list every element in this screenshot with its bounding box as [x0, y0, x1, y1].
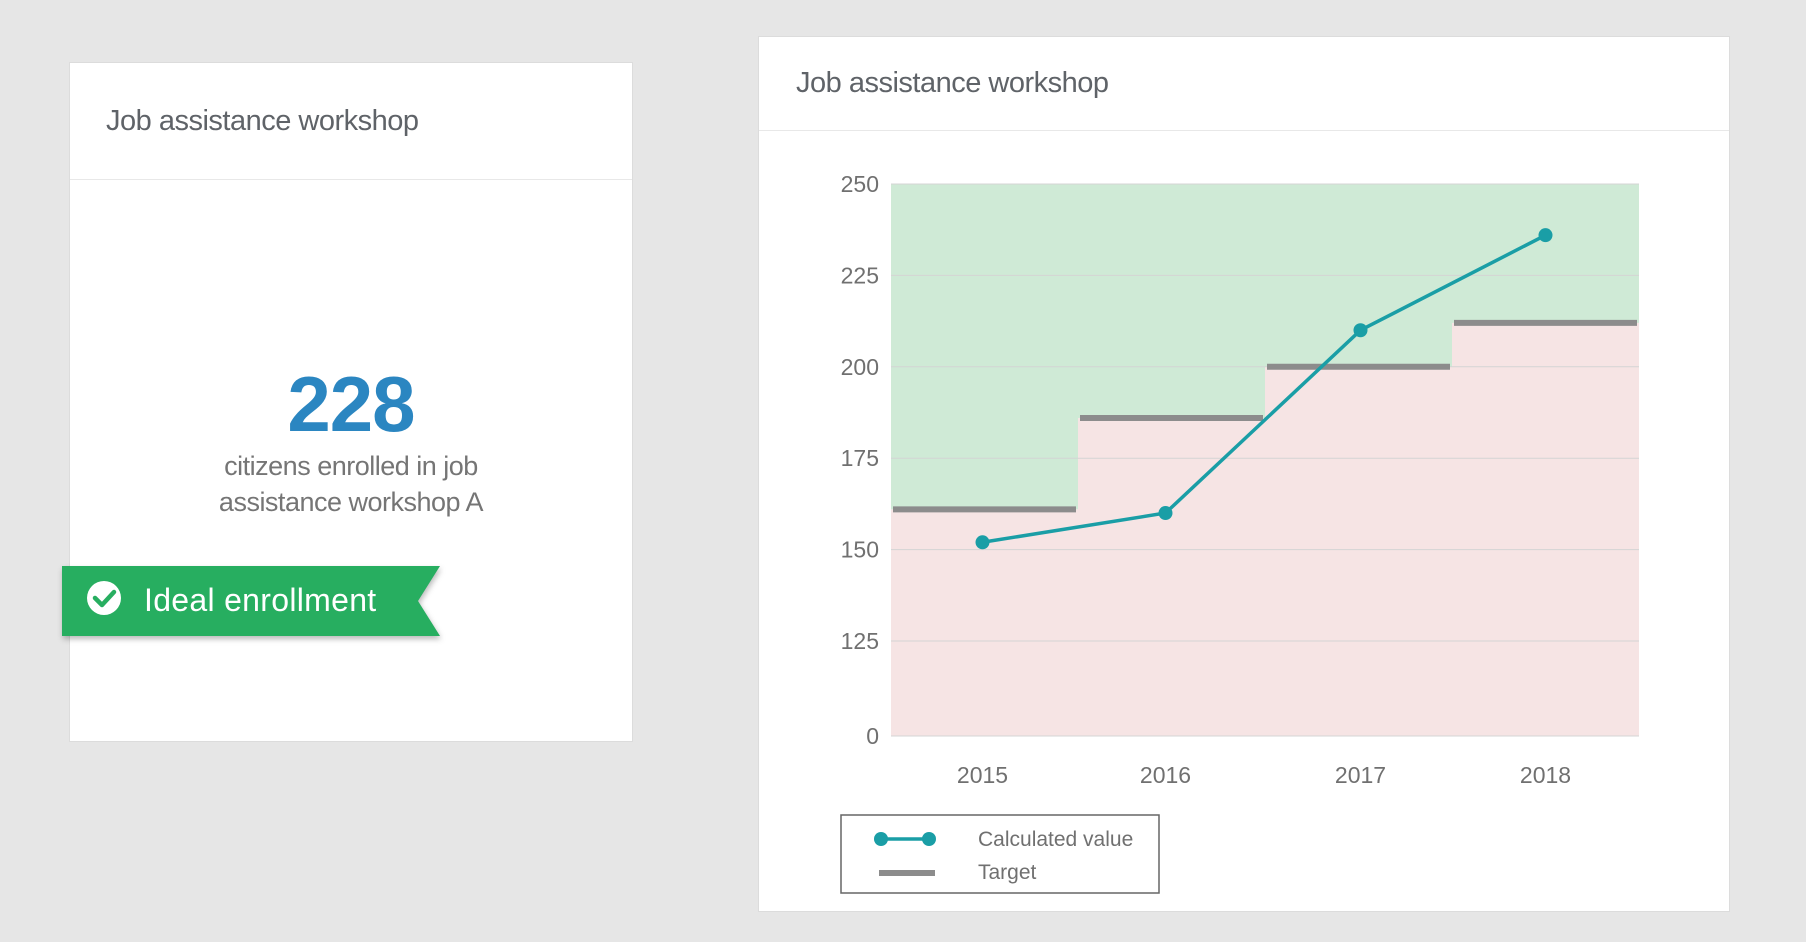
above-target-band — [1452, 184, 1639, 323]
legend-calculated-dot — [922, 832, 936, 846]
chart-card-title: Job assistance workshop — [759, 37, 1729, 131]
x-tick-label: 2016 — [1140, 762, 1191, 788]
legend-label: Calculated value — [978, 828, 1133, 851]
status-label: Ideal enrollment — [144, 582, 377, 618]
calculated-value-point — [1538, 228, 1553, 243]
status-ribbon — [62, 566, 440, 636]
x-tick-label: 2017 — [1335, 762, 1386, 788]
legend-label: Target — [978, 861, 1037, 884]
kpi-card-title: Job assistance workshop — [70, 63, 632, 180]
calculated-value-point — [1158, 506, 1173, 521]
below-target-band — [1452, 322, 1639, 736]
legend-calculated-dot — [874, 832, 888, 846]
calculated-value-point — [975, 535, 990, 550]
below-target-band — [1078, 417, 1265, 736]
above-target-band — [1078, 184, 1265, 418]
check-circle-icon — [87, 581, 121, 615]
above-target-band — [891, 184, 1078, 510]
y-tick-label: 225 — [841, 262, 879, 288]
calculated-value-point — [1353, 323, 1368, 338]
y-tick-label: 0 — [866, 723, 879, 749]
kpi-card: Job assistance workshop 228 citizens enr… — [69, 62, 633, 742]
y-tick-label: 175 — [841, 445, 879, 471]
y-tick-label: 200 — [841, 354, 879, 380]
kpi-value: 228 — [287, 360, 415, 448]
enrollment-chart: 0 125 150 175 200 225 250 2015 2016 2017 2018 Calcu… — [840, 171, 1639, 894]
kpi-caption: citizens enrolled in job assistance work… — [218, 451, 484, 517]
y-tick-label: 125 — [841, 628, 879, 654]
x-tick-label: 2018 — [1520, 762, 1571, 788]
below-target-band — [1265, 366, 1452, 736]
y-tick-label: 150 — [841, 537, 879, 563]
y-tick-label: 250 — [841, 171, 879, 197]
x-tick-label: 2015 — [957, 762, 1008, 788]
chart-card: Job assistance workshop 0 125 150 175 200 225… — [758, 36, 1730, 912]
legend-box — [840, 814, 1160, 894]
calculated-value-line — [982, 233, 1547, 545]
